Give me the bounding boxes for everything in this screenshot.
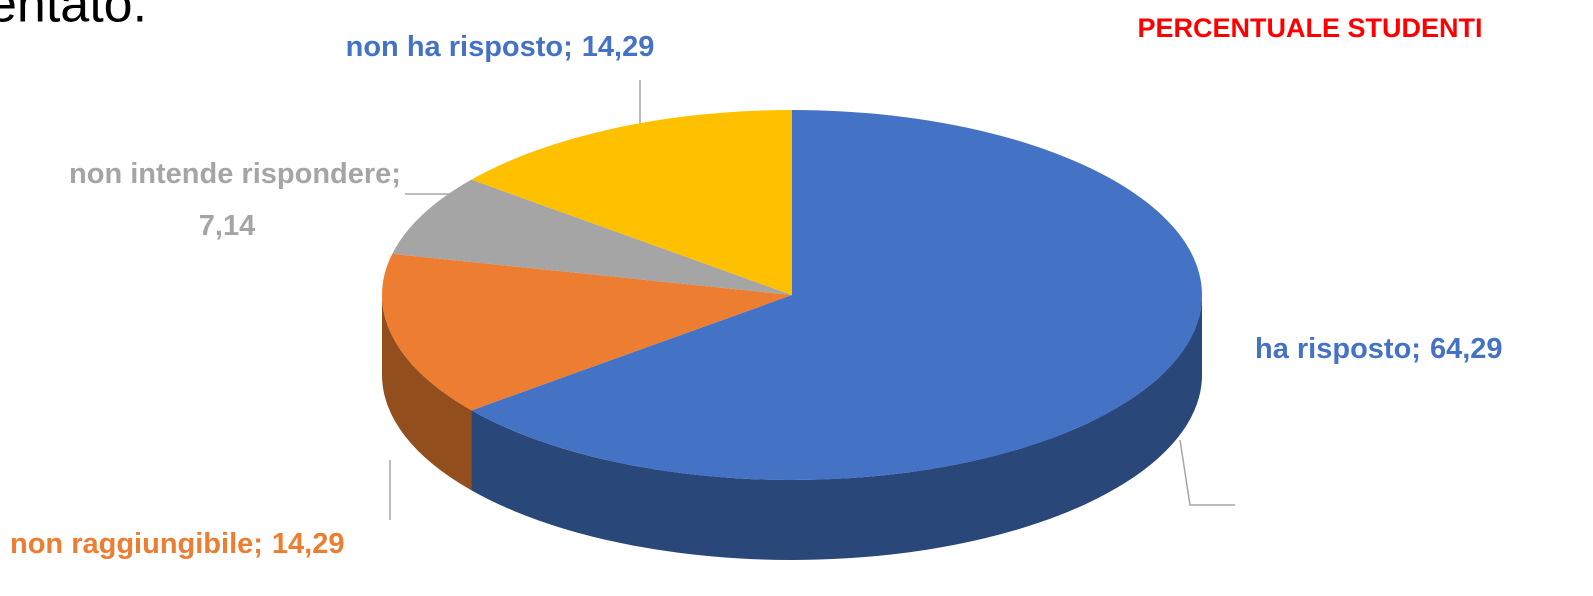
data-label: non intende rispondere; 7,14 xyxy=(69,158,401,242)
labels: ha risposto; 64,29 non raggiungibile; 14,29… xyxy=(10,31,1503,560)
pie-side xyxy=(382,295,472,491)
category-label: non raggiungibile; xyxy=(10,528,263,560)
data-label: non ha risposto; 14,29 xyxy=(346,31,655,63)
pie-slice xyxy=(471,110,1202,480)
data-label: non raggiungibile; 14,29 xyxy=(10,528,345,560)
pie-side xyxy=(471,295,1202,560)
pie-slice xyxy=(471,110,792,295)
leader-line xyxy=(1179,439,1235,506)
pie-slice xyxy=(392,179,792,295)
category-label: non ha risposto; xyxy=(346,31,573,63)
value-label: 14,29 xyxy=(272,528,345,560)
chart-title: PERCENTUALE STUDENTI xyxy=(1137,13,1482,43)
category-label: ha risposto; xyxy=(1255,333,1421,365)
value-label: 7,14 xyxy=(199,210,255,242)
pie-slice xyxy=(382,253,792,411)
value-label: 64,29 xyxy=(1430,333,1503,365)
data-label: ha risposto; 64,29 xyxy=(1255,333,1503,365)
category-label: non intende rispondere; xyxy=(69,158,401,190)
pie xyxy=(382,110,1202,560)
slide-text: entato. xyxy=(0,0,147,34)
value-label: 14,29 xyxy=(582,31,655,63)
